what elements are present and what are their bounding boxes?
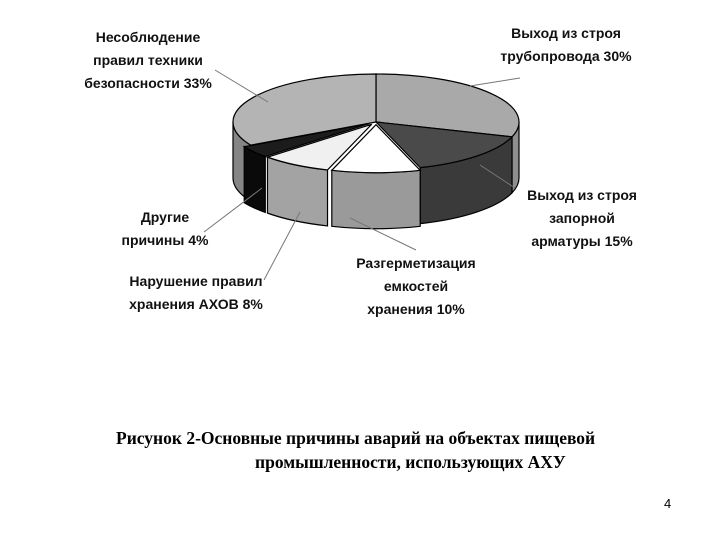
slice-label-line: запорной <box>549 210 615 226</box>
slice-label: Другие причины 4% <box>122 209 209 248</box>
slice-label-line: хранения АХОВ 8% <box>129 296 263 312</box>
slice-label-line: Нарушение правил <box>129 273 262 289</box>
page-number: 4 <box>664 496 672 511</box>
pie-slice <box>330 123 422 174</box>
slice-label-line: правил техники <box>93 52 203 68</box>
pie-slice <box>232 73 377 146</box>
pie-slice <box>374 121 514 169</box>
pie-slice <box>375 73 520 138</box>
leader-line <box>469 77 521 87</box>
leader-line <box>349 217 417 251</box>
leader-lines <box>203 69 521 281</box>
pie-slice-side <box>243 145 266 214</box>
slice-label-line: хранения 10% <box>367 301 465 317</box>
slice-label-line: Несоблюдение <box>96 29 201 45</box>
slice-label: Нарушение правил хранения АХОВ 8% <box>129 273 263 312</box>
slice-label-line: Выход из строя <box>511 25 621 41</box>
caption-line-1: Рисунок 2-Основные причины аварий на объ… <box>116 428 596 448</box>
slice-label-line: причины 4% <box>122 232 209 248</box>
leader-line <box>214 69 269 103</box>
slice-label: Выход из строя трубопровода 30% <box>500 25 632 64</box>
pie-slice <box>242 122 370 158</box>
leader-line <box>479 164 516 189</box>
slice-labels: Выход из строя трубопровода 30%Выход из с… <box>84 25 637 317</box>
slice-label-line: арматуры 15% <box>531 233 633 249</box>
pie-slice <box>265 123 373 171</box>
pie-group <box>232 73 520 230</box>
slice-label-line: Разгерметизация <box>356 255 475 271</box>
slice-label-line: Другие <box>141 209 190 225</box>
slice-label-line: Выход из строя <box>527 187 637 203</box>
slice-label-line: безопасности 33% <box>84 75 212 91</box>
slice-label: Выход из строя запорной арматуры 15% <box>527 187 637 249</box>
leader-line <box>263 211 301 281</box>
leader-line <box>203 187 263 233</box>
caption-line-2: промышленности, использующих АХУ <box>255 452 566 472</box>
slice-label: Несоблюдение правил техники безопасности 3… <box>84 29 212 91</box>
slice-label-line: емкостей <box>384 278 448 294</box>
slice-label-line: трубопровода 30% <box>500 48 632 64</box>
slice-label: Разгерметизация емкостей хранения 10% <box>356 255 475 317</box>
pie-slice-side <box>331 169 421 230</box>
